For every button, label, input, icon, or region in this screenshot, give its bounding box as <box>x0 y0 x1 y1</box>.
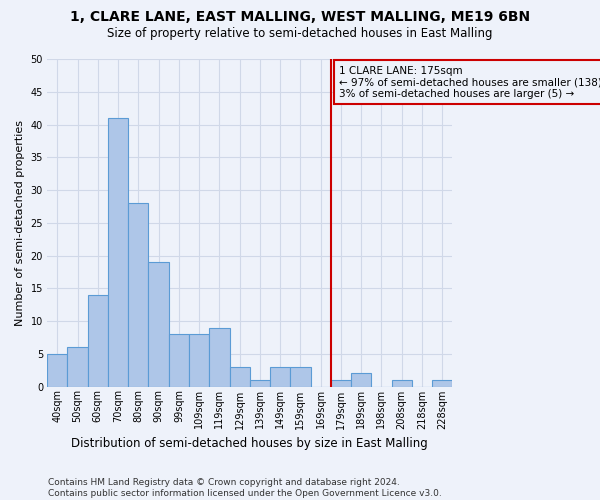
Bar <box>88 295 108 386</box>
Bar <box>290 367 311 386</box>
Bar <box>392 380 412 386</box>
Text: 1 CLARE LANE: 175sqm
← 97% of semi-detached houses are smaller (138)
3% of semi-: 1 CLARE LANE: 175sqm ← 97% of semi-detac… <box>339 66 600 99</box>
Bar <box>270 367 290 386</box>
Bar <box>108 118 128 386</box>
Text: Contains HM Land Registry data © Crown copyright and database right 2024.
Contai: Contains HM Land Registry data © Crown c… <box>48 478 442 498</box>
Bar <box>67 347 88 387</box>
Bar <box>230 367 250 386</box>
Bar <box>331 380 351 386</box>
Bar <box>351 374 371 386</box>
X-axis label: Distribution of semi-detached houses by size in East Malling: Distribution of semi-detached houses by … <box>71 437 428 450</box>
Y-axis label: Number of semi-detached properties: Number of semi-detached properties <box>15 120 25 326</box>
Bar <box>47 354 67 386</box>
Text: 1, CLARE LANE, EAST MALLING, WEST MALLING, ME19 6BN: 1, CLARE LANE, EAST MALLING, WEST MALLIN… <box>70 10 530 24</box>
Bar <box>250 380 270 386</box>
Bar <box>128 203 148 386</box>
Bar <box>148 262 169 386</box>
Bar <box>169 334 189 386</box>
Bar <box>209 328 230 386</box>
Text: Size of property relative to semi-detached houses in East Malling: Size of property relative to semi-detach… <box>107 28 493 40</box>
Bar <box>432 380 452 386</box>
Bar <box>189 334 209 386</box>
